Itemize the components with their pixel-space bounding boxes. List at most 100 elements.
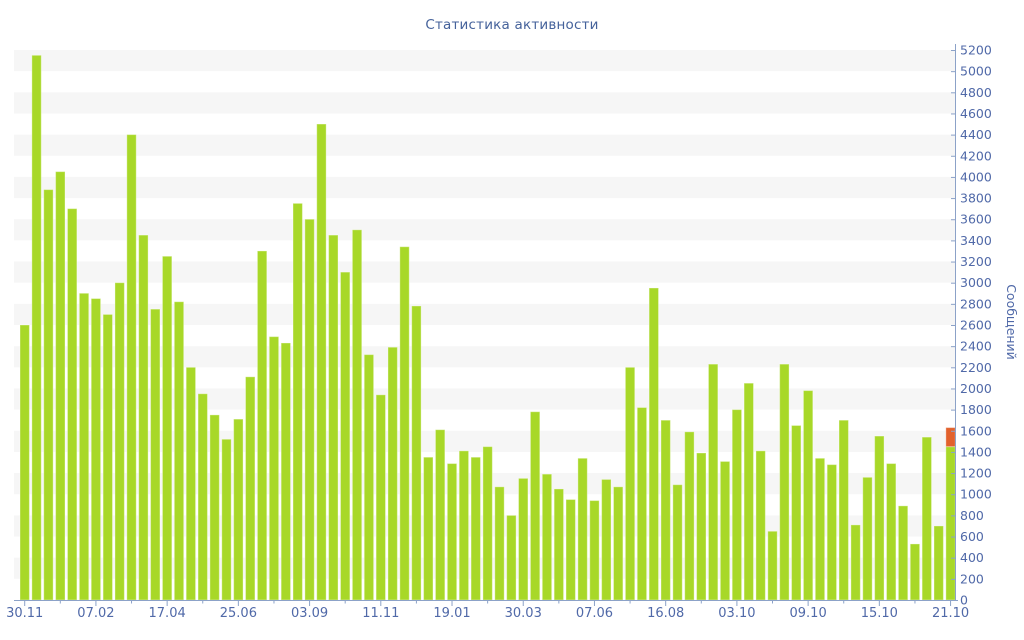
- y-tick-label: 4800: [960, 85, 992, 100]
- bar[interactable]: [589, 500, 600, 601]
- plot-band: [14, 346, 955, 368]
- bar[interactable]: [909, 543, 921, 601]
- bar[interactable]: [613, 486, 624, 601]
- bar[interactable]: [102, 313, 113, 601]
- plot-band: [14, 303, 955, 325]
- bar[interactable]: [897, 505, 909, 601]
- bar[interactable]: [565, 499, 576, 601]
- x-tick-label: 30.11: [6, 606, 43, 621]
- y-tick-label: 2000: [960, 381, 992, 396]
- bar[interactable]: [43, 189, 54, 601]
- bar[interactable]: [636, 407, 648, 601]
- bar[interactable]: [233, 418, 244, 601]
- y-tick-label: 2200: [960, 360, 992, 375]
- bar[interactable]: [126, 134, 137, 601]
- bar[interactable]: [755, 450, 766, 601]
- bar[interactable]: [351, 229, 363, 601]
- bar[interactable]: [696, 452, 707, 601]
- y-tick-label: 4200: [960, 148, 992, 163]
- bar[interactable]: [886, 463, 897, 601]
- bar[interactable]: [245, 376, 256, 601]
- bar[interactable]: [862, 476, 873, 601]
- bar[interactable]: [719, 460, 731, 601]
- plot-band: [14, 134, 955, 156]
- y-tick-label: 1400: [960, 444, 992, 459]
- bar[interactable]: [743, 382, 754, 601]
- bar[interactable]: [173, 301, 185, 601]
- bar[interactable]: [280, 342, 292, 601]
- bar-current-orange-segment[interactable]: [945, 427, 956, 448]
- bar[interactable]: [197, 393, 208, 601]
- bar[interactable]: [779, 363, 790, 601]
- bar[interactable]: [221, 438, 232, 601]
- bar[interactable]: [19, 324, 30, 601]
- bar[interactable]: [838, 419, 849, 601]
- bar[interactable]: [826, 464, 838, 601]
- bar[interactable]: [375, 394, 387, 601]
- bar[interactable]: [292, 202, 303, 601]
- y-tick-label: 1800: [960, 402, 992, 417]
- bar[interactable]: [506, 514, 517, 601]
- bar[interactable]: [339, 271, 351, 601]
- bar[interactable]: [434, 429, 446, 601]
- bar[interactable]: [256, 250, 268, 601]
- bar[interactable]: [78, 292, 90, 601]
- bar[interactable]: [114, 282, 125, 601]
- bar[interactable]: [446, 463, 458, 601]
- bar[interactable]: [767, 530, 778, 601]
- bar[interactable]: [209, 414, 220, 601]
- y-tick-label: 3800: [960, 191, 992, 206]
- bar[interactable]: [268, 336, 280, 601]
- bar[interactable]: [470, 456, 481, 601]
- bar[interactable]: [66, 208, 78, 601]
- bar[interactable]: [648, 287, 660, 601]
- bar[interactable]: [672, 484, 683, 601]
- x-tick-label: 30.03: [505, 606, 542, 621]
- bar[interactable]: [707, 363, 719, 601]
- bar[interactable]: [31, 54, 42, 601]
- bar[interactable]: [624, 366, 636, 601]
- bar[interactable]: [802, 390, 814, 601]
- bar[interactable]: [601, 478, 612, 601]
- bar[interactable]: [874, 435, 885, 601]
- bar[interactable]: [399, 246, 410, 601]
- bar[interactable]: [684, 431, 695, 601]
- bar[interactable]: [482, 446, 493, 601]
- bar[interactable]: [328, 234, 339, 601]
- bar[interactable]: [494, 486, 505, 601]
- bar[interactable]: [850, 524, 861, 601]
- bar[interactable]: [387, 346, 398, 601]
- x-tick-label: 11.11: [362, 606, 399, 621]
- bar[interactable]: [304, 218, 315, 601]
- bar[interactable]: [529, 411, 541, 601]
- bar[interactable]: [791, 424, 802, 601]
- bar[interactable]: [185, 366, 197, 601]
- bar[interactable]: [814, 457, 826, 601]
- bar[interactable]: [138, 234, 149, 601]
- bar[interactable]: [411, 305, 422, 601]
- y-tick-label: 3200: [960, 254, 992, 269]
- x-tick-label: 03.09: [291, 606, 328, 621]
- y-tick-label: 1000: [960, 487, 992, 502]
- bar[interactable]: [161, 255, 173, 601]
- bar[interactable]: [316, 123, 327, 601]
- bar[interactable]: [363, 354, 375, 601]
- bar-current-green-segment[interactable]: [945, 446, 956, 601]
- bar[interactable]: [660, 419, 671, 601]
- bar[interactable]: [933, 525, 944, 601]
- bar[interactable]: [55, 171, 66, 601]
- x-tick-label: 03.10: [718, 606, 755, 621]
- bar[interactable]: [731, 409, 743, 601]
- bar[interactable]: [921, 436, 933, 601]
- bar[interactable]: [423, 456, 434, 601]
- bar[interactable]: [458, 450, 470, 601]
- bar[interactable]: [518, 477, 529, 601]
- y-tick-label: 4600: [960, 106, 992, 121]
- bar[interactable]: [577, 457, 588, 601]
- bar[interactable]: [90, 298, 102, 601]
- bar[interactable]: [553, 488, 565, 601]
- bar[interactable]: [541, 473, 553, 601]
- y-tick-label: 4000: [960, 169, 992, 184]
- bar[interactable]: [150, 308, 161, 601]
